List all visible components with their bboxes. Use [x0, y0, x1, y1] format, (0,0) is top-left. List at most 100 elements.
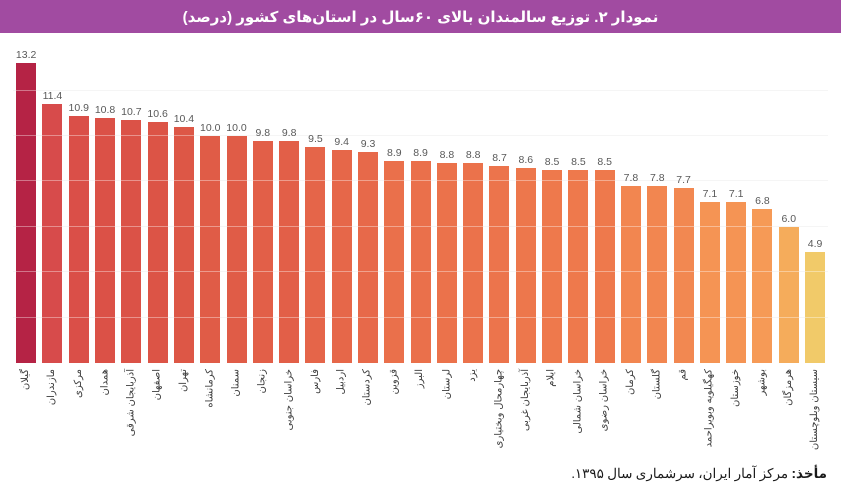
bar-cell: 10.8 [92, 43, 118, 363]
bar [673, 188, 694, 363]
bar [594, 170, 615, 363]
bar-cell: 4.9 [802, 43, 828, 363]
bar-value-label: 8.7 [492, 151, 507, 164]
x-axis-label: بوشهر [756, 369, 768, 396]
chart-title-bar: نمودار ۲. توزیع سالمندان بالای ۶۰سال در … [0, 0, 841, 33]
bar [515, 167, 536, 363]
x-axis-label: سیستان وبلوچستان [809, 369, 821, 451]
x-axis-label: هرمزگان [782, 369, 794, 406]
bar-cell: 8.9 [407, 43, 433, 363]
x-axis-label-cell: اصفهان [144, 365, 170, 467]
bar-cell: 7.1 [723, 43, 749, 363]
x-axis-label-cell: سمنان [223, 365, 249, 467]
x-axis-label-cell: مرکزی [66, 365, 92, 467]
x-axis-label: یزد [467, 369, 479, 382]
bar [226, 136, 247, 363]
x-axis-label: کرمانشاه [204, 369, 216, 408]
bar [358, 151, 378, 363]
bar-value-label: 6.8 [755, 194, 770, 207]
bar-cell: 7.8 [618, 43, 644, 363]
x-axis-label-cell: خراسان شمالی [565, 365, 591, 467]
x-axis-label-cell: فارس [302, 365, 328, 467]
bar-cell: 10.7 [118, 43, 144, 363]
x-axis-label-cell: بوشهر [749, 365, 775, 467]
bar-value-label: 8.6 [518, 153, 534, 166]
x-axis-label-cell: چهارمحال وبختیاری [486, 365, 512, 467]
x-axis-label: تهران [177, 369, 189, 393]
bar-cell: 10.0 [223, 43, 249, 363]
bar-cell: 10.0 [197, 43, 223, 363]
bar-value-label: 9.8 [255, 126, 271, 139]
x-axis-label: سمنان [230, 369, 242, 397]
bar [384, 160, 405, 363]
x-axis-label: مازندران [46, 369, 58, 406]
bar-cell: 8.6 [513, 43, 539, 363]
bar-cell: 11.4 [39, 43, 65, 363]
gridline [13, 135, 828, 136]
bar-cell: 6.0 [776, 43, 802, 363]
bar-cell: 10.6 [144, 43, 170, 363]
chart-title: نمودار ۲. توزیع سالمندان بالای ۶۰سال در … [182, 8, 659, 26]
bar-cell: 8.8 [434, 43, 460, 363]
bar [778, 226, 799, 363]
bar-cell: 13.2 [13, 43, 39, 363]
source-label: مأخذ: [791, 466, 827, 481]
gridline [13, 89, 828, 91]
x-axis-label-cell: تهران [171, 365, 197, 467]
bar-value-label: 7.1 [702, 187, 718, 200]
bar-value-label: 9.4 [334, 135, 350, 148]
plot-area: 13.2 11.4 10.9 10.8 10.7 10.6 10.4 10.0 10.0 9.8 9… [13, 43, 828, 363]
gridline [13, 180, 828, 182]
x-axis-label-cell: البرز [407, 365, 433, 467]
x-axis-label-cell: لرستان [434, 365, 460, 467]
bar [173, 126, 194, 363]
x-axis-label: آذربایجان شرقی [125, 369, 137, 437]
bar-value-label: 7.7 [676, 174, 691, 187]
x-axis-label: لرستان [440, 369, 452, 400]
x-axis-label: چهارمحال وبختیاری [493, 369, 505, 449]
x-axis-label-cell: آذربایجان غربی [513, 365, 539, 467]
bar [410, 160, 431, 363]
bar-value-label: 10.9 [68, 101, 89, 114]
bar [331, 149, 352, 363]
bars: 13.2 11.4 10.9 10.8 10.7 10.6 10.4 10.0 10.0 9.8 9… [13, 43, 828, 363]
x-axis-label: اردبیل [335, 369, 347, 395]
bar [726, 201, 747, 363]
bar-cell: 9.8 [276, 43, 302, 363]
bar-value-label: 11.4 [42, 90, 63, 103]
x-axis-label-cell: قم [670, 365, 696, 467]
bar [805, 251, 826, 363]
bar-value-label: 8.5 [544, 156, 560, 169]
bar [542, 170, 563, 363]
bar-cell: 8.5 [539, 43, 565, 363]
bar [252, 140, 273, 363]
bar-cell: 6.8 [749, 43, 775, 363]
x-axis-label: خراسان رضوی [598, 369, 610, 432]
x-axis-label-cell: ایلام [539, 365, 565, 467]
x-axis-label: اصفهان [151, 369, 163, 401]
bar-value-label: 9.3 [360, 137, 376, 150]
bar [620, 185, 641, 363]
bar-cell: 8.5 [592, 43, 618, 363]
bar-cell: 8.8 [460, 43, 486, 363]
bar-cell: 10.4 [171, 43, 197, 363]
bar [16, 63, 37, 363]
x-axis-label-cell: کرمانشاه [197, 365, 223, 467]
bar-value-label: 10.0 [226, 122, 247, 134]
x-axis-label-cell: کهگیلویه وبویراحمد [697, 365, 723, 467]
bar [95, 117, 116, 363]
x-axis-label-cell: کردستان [355, 365, 381, 467]
x-axis-label-cell: گلستان [644, 365, 670, 467]
bar-value-label: 10.6 [147, 108, 168, 121]
x-axis-label: گیلان [20, 369, 32, 391]
x-axis-label-cell: هرمزگان [776, 365, 802, 467]
bar-cell: 7.7 [670, 43, 696, 363]
bar-value-label: 8.8 [465, 149, 481, 162]
bar-value-label: 8.9 [413, 146, 428, 159]
bar [463, 163, 484, 363]
bar [647, 185, 668, 363]
x-axis-label: آذربایجان غربی [519, 369, 531, 432]
x-axis-label: زنجان [256, 369, 268, 394]
bar-cell: 9.5 [302, 43, 328, 363]
